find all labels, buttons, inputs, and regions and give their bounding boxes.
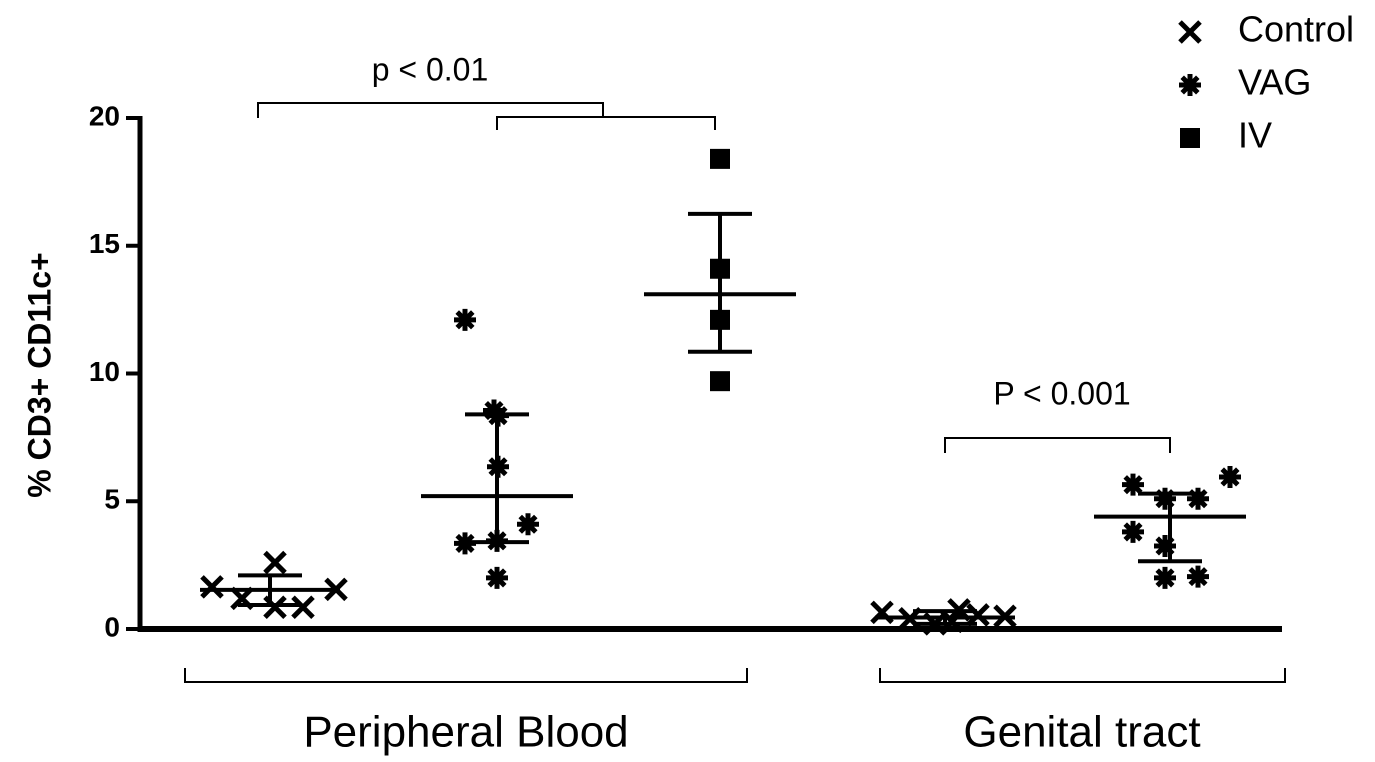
- data-point: [1187, 565, 1209, 588]
- legend-marker: [1180, 128, 1200, 148]
- data-point: [291, 595, 315, 620]
- marker-square: [1180, 128, 1200, 148]
- legend-label: Control: [1238, 9, 1354, 50]
- marker-star: [1154, 534, 1176, 557]
- data-point: [1154, 566, 1176, 589]
- legend-item: VAG: [1179, 62, 1311, 103]
- data-point: [1219, 465, 1241, 488]
- marker-square: [710, 148, 730, 169]
- marker-star: [454, 308, 476, 331]
- marker-star: [1154, 487, 1176, 510]
- significance-bracket: [257, 102, 716, 130]
- data-point: [1122, 520, 1144, 543]
- legend-item: Control: [1178, 9, 1354, 50]
- data-point: [263, 550, 287, 575]
- marker-star: [1122, 520, 1144, 543]
- marker-x: [291, 595, 315, 620]
- legend-marker: [1179, 74, 1201, 96]
- y-tick-label: 15: [89, 228, 120, 259]
- annotation: P < 0.001: [993, 375, 1130, 411]
- data-point: [710, 371, 730, 392]
- marker-star: [1187, 487, 1209, 510]
- category-bracket: [184, 668, 748, 683]
- data-point: [710, 148, 730, 169]
- marker-star: [1154, 566, 1176, 589]
- category-bracket: [879, 668, 1286, 683]
- marker-square: [710, 371, 730, 392]
- legend-item: IV: [1180, 115, 1272, 156]
- data-point: [966, 603, 990, 627]
- data-point: [1154, 534, 1176, 557]
- y-tick-label: 10: [89, 356, 120, 387]
- y-axis-label: % CD3+ CD11c+: [21, 252, 57, 497]
- y-tick-label: 0: [104, 611, 120, 642]
- significance-bracket: [944, 437, 1171, 453]
- x-tick-label: Peripheral Blood: [303, 708, 628, 757]
- data-point: [200, 575, 224, 599]
- data-point: [1154, 487, 1176, 510]
- marker-star: [1187, 565, 1209, 588]
- data-point: [517, 513, 539, 536]
- marker-star: [1179, 74, 1201, 96]
- annotation: p < 0.01: [372, 51, 489, 87]
- data-point: [454, 308, 476, 331]
- y-tick-label: 20: [89, 100, 120, 131]
- marker-star: [517, 513, 539, 536]
- x-tick-label: Genital tract: [963, 708, 1200, 757]
- marker-x: [263, 550, 287, 575]
- y-tick-label: 5: [104, 484, 120, 515]
- data-point: [486, 566, 508, 589]
- data-point: [1122, 473, 1144, 496]
- legend-label: IV: [1238, 115, 1272, 156]
- marker-x: [966, 603, 990, 627]
- legend-label: VAG: [1238, 62, 1311, 103]
- legend-marker: [1178, 20, 1202, 44]
- marker-star: [1122, 473, 1144, 496]
- data-point: [1187, 487, 1209, 510]
- marker-x: [1178, 20, 1202, 44]
- marker-star: [1219, 465, 1241, 488]
- marker-x: [200, 575, 224, 599]
- marker-star: [486, 566, 508, 589]
